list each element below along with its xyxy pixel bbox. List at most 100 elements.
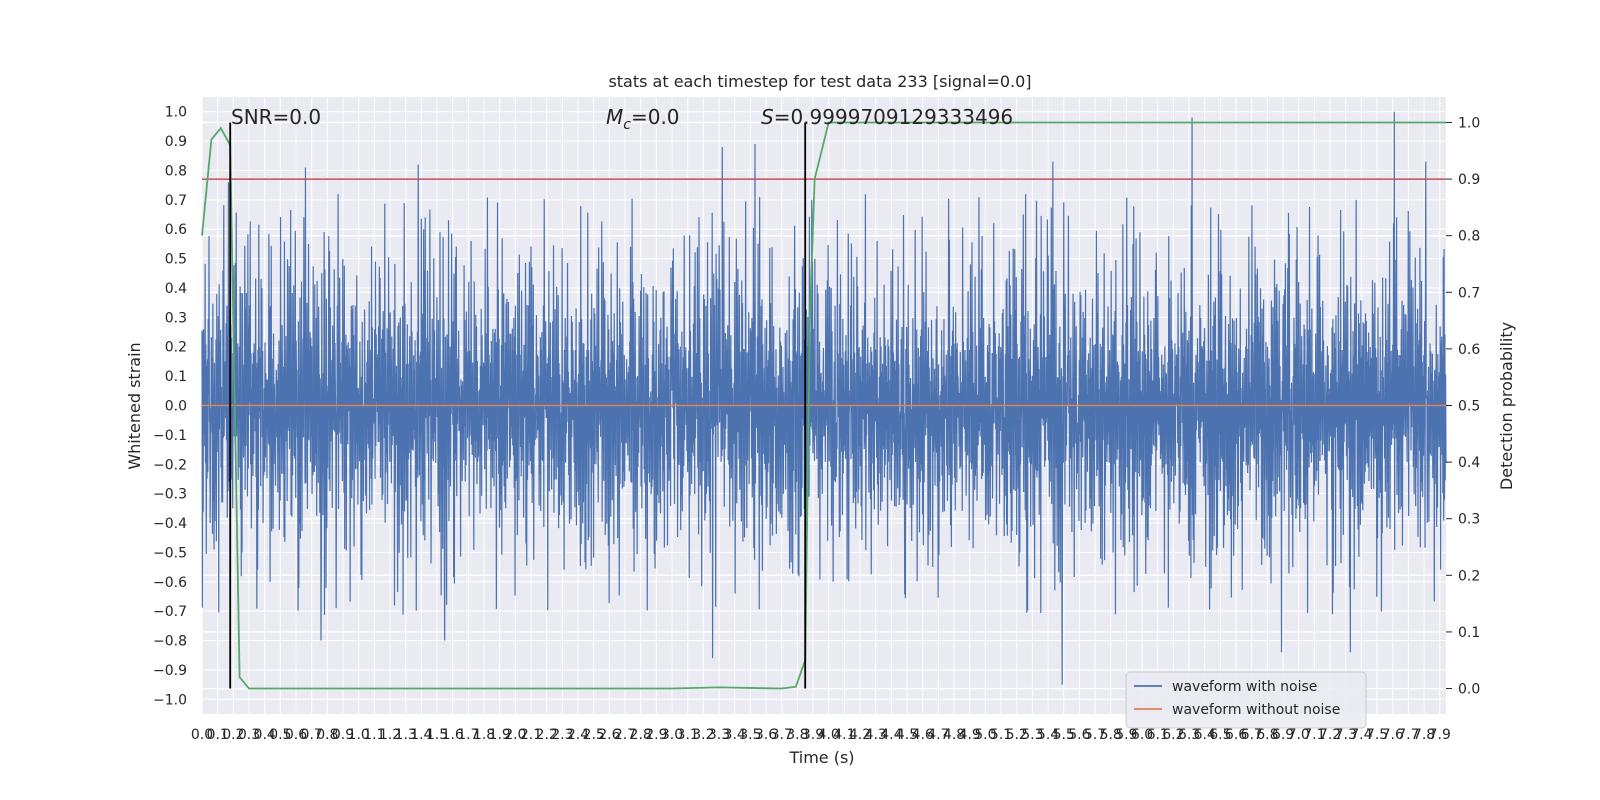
legend-box <box>1125 671 1367 729</box>
y2-tick-label: 0.3 <box>1458 512 1480 528</box>
x-tick-label: 0.3 <box>238 727 260 743</box>
x-tick-label: 1.6 <box>442 727 464 743</box>
y2-tick-label: 0.7 <box>1458 285 1480 301</box>
y-tick-label: −0.7 <box>153 604 187 620</box>
y2-axis-label: Detection probability <box>1497 322 1516 490</box>
x-tick-label: 5.9 <box>1115 727 1137 743</box>
y-tick-label: −0.9 <box>153 663 187 679</box>
x-tick-label: 7.8 <box>1413 727 1435 743</box>
y2-tick-label: 0.8 <box>1458 229 1480 245</box>
y-ticks: 1.0 0.9 0.8 0.7 0.6 0.5 0.4 0.3 0.2 0.1 0.0 −0.1 −0.… <box>153 105 187 709</box>
y-tick-label: 0.7 <box>165 193 187 209</box>
x-tick-label: 5.6 <box>1068 727 1090 743</box>
y-tick-label: −0.6 <box>153 575 187 591</box>
x-tick-label: 4.8 <box>943 727 965 743</box>
legend-label-clean: waveform without noise <box>1172 702 1340 718</box>
y-tick-label: 0.3 <box>165 310 187 326</box>
y-tick-label: 0.1 <box>165 369 187 385</box>
y-tick-label: −0.1 <box>153 428 187 444</box>
y-tick-label: 1.0 <box>165 105 187 121</box>
x-tick-label: 7.9 <box>1429 727 1451 743</box>
x-tick-label: 3.4 <box>724 727 746 743</box>
x-tick-label: 1.9 <box>489 727 511 743</box>
y-tick-label: 0.2 <box>165 340 187 356</box>
x-tick-label: 1.8 <box>473 727 495 743</box>
x-tick-label: 7.5 <box>1366 727 1388 743</box>
y2-tick-label: 0.5 <box>1458 399 1480 415</box>
x-tick-label: 1.1 <box>363 727 385 743</box>
x-tick-label: 4.7 <box>927 727 949 743</box>
x-tick-label: 1.0 <box>348 727 370 743</box>
x-tick-label: 7.2 <box>1319 727 1341 743</box>
x-tick-label: 7.7 <box>1397 727 1419 743</box>
legend: waveform with noise waveform without noi… <box>1125 671 1367 729</box>
x-ticks: 0.00.10.20.30.40.50.60.70.80.91.01.11.21… <box>191 727 1451 743</box>
x-tick-label: 7.0 <box>1288 727 1310 743</box>
x-tick-label: 6.4 <box>1194 727 1216 743</box>
x-tick-label: 7.6 <box>1382 727 1404 743</box>
x-tick-label: 0.6 <box>285 727 307 743</box>
x-tick-label: 6.6 <box>1225 727 1247 743</box>
x-tick-label: 1.4 <box>410 727 432 743</box>
snr-annotation: SNR=0.0 <box>231 105 321 129</box>
x-tick-label: 3.1 <box>677 727 699 743</box>
mc-annotation: Mc=0.0 <box>606 105 680 133</box>
x-tick-label: 6.0 <box>1131 727 1153 743</box>
x-axis-label: Time (s) <box>788 748 854 767</box>
x-tick-label: 4.3 <box>865 727 887 743</box>
x-tick-label: 5.0 <box>974 727 996 743</box>
x-tick-label: 3.3 <box>708 727 730 743</box>
x-tick-label: 3.9 <box>802 727 824 743</box>
x-tick-label: 3.7 <box>771 727 793 743</box>
x-tick-label: 2.2 <box>536 727 558 743</box>
x-tick-label: 5.4 <box>1037 727 1059 743</box>
x-tick-label: 5.1 <box>990 727 1012 743</box>
x-tick-label: 6.1 <box>1147 727 1169 743</box>
x-tick-label: 4.4 <box>880 727 902 743</box>
x-tick-label: 0.5 <box>269 727 291 743</box>
x-tick-label: 0.7 <box>301 727 323 743</box>
x-tick-label: 3.8 <box>786 727 808 743</box>
x-tick-label: 0.2 <box>222 727 244 743</box>
x-tick-label: 3.6 <box>755 727 777 743</box>
x-tick-label: 0.4 <box>254 727 276 743</box>
x-tick-label: 5.5 <box>1053 727 1075 743</box>
series-waveform-with-noise <box>201 111 1447 685</box>
mc-symbol: M <box>606 105 623 129</box>
y2-tick-label: 0.9 <box>1458 172 1480 188</box>
s-symbol: S <box>761 105 774 129</box>
legend-label-noise: waveform with noise <box>1172 679 1317 695</box>
s-annotation: S=0.9999709129333496 <box>761 105 1013 129</box>
y-tick-label: −0.8 <box>153 634 187 650</box>
chart-lines <box>201 121 1446 690</box>
x-tick-label: 2.8 <box>630 727 652 743</box>
x-tick-label: 4.6 <box>912 727 934 743</box>
y-axis-label: Whitened strain <box>125 342 144 469</box>
x-tick-label: 6.7 <box>1241 727 1263 743</box>
x-tick-label: 3.0 <box>661 727 683 743</box>
x-tick-label: 1.3 <box>395 727 417 743</box>
mc-subscript: c <box>623 117 631 133</box>
x-tick-label: 2.0 <box>504 727 526 743</box>
x-tick-label: 0.9 <box>332 727 354 743</box>
y2-tick-label: 0.1 <box>1458 625 1480 641</box>
y-tick-label: 0.0 <box>165 399 187 415</box>
y-tick-label: 0.4 <box>165 281 187 297</box>
x-tick-label: 1.2 <box>379 727 401 743</box>
x-tick-label: 5.7 <box>1084 727 1106 743</box>
x-tick-label: 0.8 <box>316 727 338 743</box>
noise-waveform <box>201 111 1447 685</box>
y-tick-label: −0.2 <box>153 457 187 473</box>
x-tick-label: 5.3 <box>1021 727 1043 743</box>
y2-ticks: 0.0 0.1 0.2 0.3 0.4 0.5 0.6 0.7 0.8 0.9 1.0 <box>1446 115 1480 698</box>
y-tick-label: −1.0 <box>153 692 187 708</box>
x-tick-label: 4.0 <box>818 727 840 743</box>
x-tick-label: 5.8 <box>1100 727 1122 743</box>
x-tick-label: 6.8 <box>1256 727 1278 743</box>
y-tick-label: 0.8 <box>165 163 187 179</box>
x-tick-label: 7.4 <box>1350 727 1372 743</box>
y-tick-label: 0.9 <box>165 134 187 150</box>
s-value: =0.9999709129333496 <box>774 105 1013 129</box>
mc-value: =0.0 <box>631 105 680 129</box>
